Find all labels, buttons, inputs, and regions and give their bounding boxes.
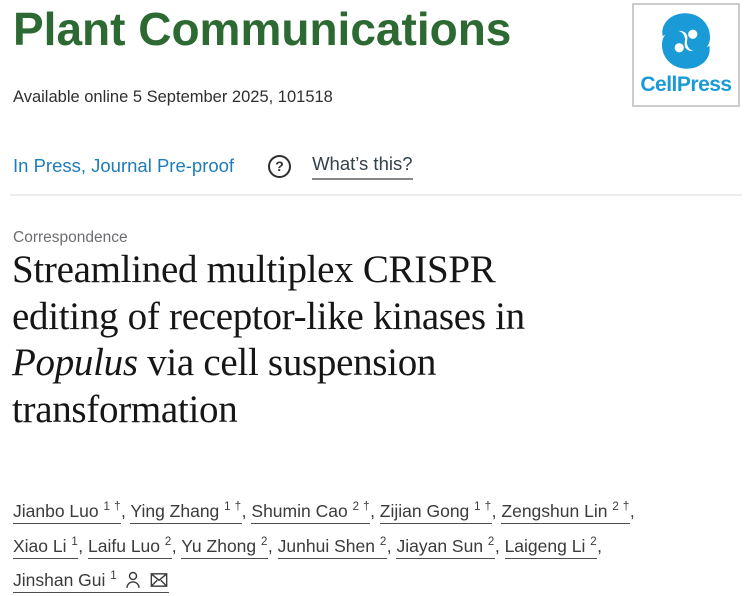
author-link[interactable]: Junhui Shen 2 [277, 535, 387, 559]
header-divider [10, 194, 742, 196]
article-title-line: Populus via cell suspension [12, 340, 732, 387]
author-superscript: 1 † [103, 501, 121, 513]
author-link[interactable]: Xiao Li 1 [13, 535, 79, 559]
author-link[interactable]: Zijian Gong 1 † [379, 500, 492, 524]
author-separator: , [494, 535, 505, 556]
cellpress-swirl-icon [661, 13, 711, 69]
article-title-line: transformation [12, 387, 732, 434]
author-separator: , [370, 500, 380, 521]
author-separator: , [597, 535, 602, 556]
author-link[interactable]: Ying Zhang 1 † [130, 500, 242, 524]
whats-this-link[interactable]: What’s this? [312, 153, 413, 180]
author-superscript: 1 † [224, 501, 242, 513]
author-separator: , [78, 535, 89, 556]
title-italic-text: Populus [12, 341, 138, 384]
author-superscript: 2 [487, 535, 495, 548]
author-link[interactable]: Jianbo Luo 1 † [13, 500, 121, 524]
author-superscript: 2 [164, 535, 172, 548]
help-icon[interactable]: ? [268, 154, 292, 178]
author-separator: , [386, 535, 397, 556]
author-link[interactable]: Zengshun Lin 2 † [501, 500, 630, 524]
author-line: Xiao Li 1, Laifu Luo 2, Yu Zhong 2, Junh… [13, 531, 743, 559]
journal-masthead-title: Plant Communications [13, 3, 512, 55]
author-superscript: 1 † [474, 501, 492, 513]
person-icon[interactable] [123, 570, 143, 590]
author-superscript: 1 [110, 570, 118, 583]
author-link[interactable]: Yu Zhong 2 [181, 535, 268, 559]
title-text: editing of receptor-like kinases in [12, 294, 525, 338]
author-superscript: 1 [71, 535, 79, 548]
author-superscript: 2 † [612, 501, 630, 513]
author-separator: , [171, 535, 182, 556]
author-link[interactable]: Laifu Luo 2 [88, 535, 172, 559]
authors-list: Jianbo Luo 1 †, Ying Zhang 1 †, Shumin C… [13, 496, 743, 596]
author-superscript: 2 [379, 535, 387, 548]
available-online-text: Available online 5 September 2025, 10151… [13, 88, 333, 106]
author-separator: , [491, 500, 502, 521]
status-row: In Press, Journal Pre-proof ? What’s thi… [13, 152, 413, 180]
author-superscript: 2 [261, 535, 268, 548]
author-line: Jinshan Gui 1 [13, 566, 743, 594]
author-link[interactable]: Laigeng Li 2 [504, 535, 598, 559]
author-link[interactable]: Jiayan Sun 2 [396, 535, 495, 559]
author-separator: , [629, 500, 635, 521]
author-superscript: 2 † [352, 501, 371, 513]
author-line: Jianbo Luo 1 †, Ying Zhang 1 †, Shumin C… [13, 496, 743, 524]
title-text: via cell suspension [137, 341, 437, 384]
author-separator: , [267, 535, 278, 556]
author-superscript: 2 [590, 535, 598, 548]
title-text: transformation [12, 387, 238, 431]
section-label: Correspondence [13, 229, 128, 246]
cellpress-logo-label: CellPress [640, 73, 732, 96]
help-icon-glyph: ? [275, 158, 284, 174]
article-title: Streamlined multiplex CRISPR editing of r… [12, 247, 732, 433]
article-title-line: Streamlined multiplex CRISPR [12, 247, 732, 294]
author-separator: , [241, 500, 252, 521]
cellpress-logo[interactable]: CellPress [632, 3, 740, 107]
in-press-link[interactable]: In Press, Journal Pre-proof [13, 155, 235, 176]
author-link[interactable]: Jinshan Gui 1 [13, 570, 170, 594]
mail-icon[interactable] [149, 570, 169, 590]
title-text: Streamlined multiplex CRISPR [12, 248, 496, 291]
author-separator: , [121, 500, 131, 521]
author-link[interactable]: Shumin Cao 2 † [251, 500, 371, 524]
article-title-line: editing of receptor-like kinases in [12, 294, 732, 341]
